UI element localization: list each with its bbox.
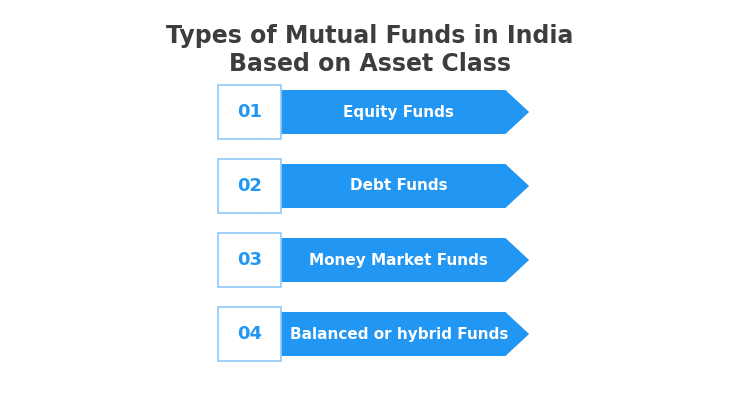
Text: Based on Asset Class: Based on Asset Class [229,52,511,76]
Polygon shape [263,238,529,282]
Polygon shape [263,356,273,362]
FancyBboxPatch shape [218,159,281,213]
FancyBboxPatch shape [218,307,281,361]
Text: Types of Mutual Funds in India: Types of Mutual Funds in India [166,24,574,48]
Text: Money Market Funds: Money Market Funds [309,252,488,268]
Text: 01: 01 [238,103,262,121]
Text: Debt Funds: Debt Funds [350,178,448,194]
Polygon shape [263,164,529,208]
Polygon shape [263,134,273,140]
Polygon shape [263,312,529,356]
FancyBboxPatch shape [218,233,281,287]
Text: 04: 04 [238,325,262,343]
Text: Equity Funds: Equity Funds [343,104,454,120]
Polygon shape [263,282,273,288]
Text: 03: 03 [238,251,262,269]
Text: 02: 02 [238,177,262,195]
FancyBboxPatch shape [218,85,281,139]
Text: Balanced or hybrid Funds: Balanced or hybrid Funds [289,326,508,342]
Polygon shape [263,90,529,134]
Polygon shape [263,208,273,214]
